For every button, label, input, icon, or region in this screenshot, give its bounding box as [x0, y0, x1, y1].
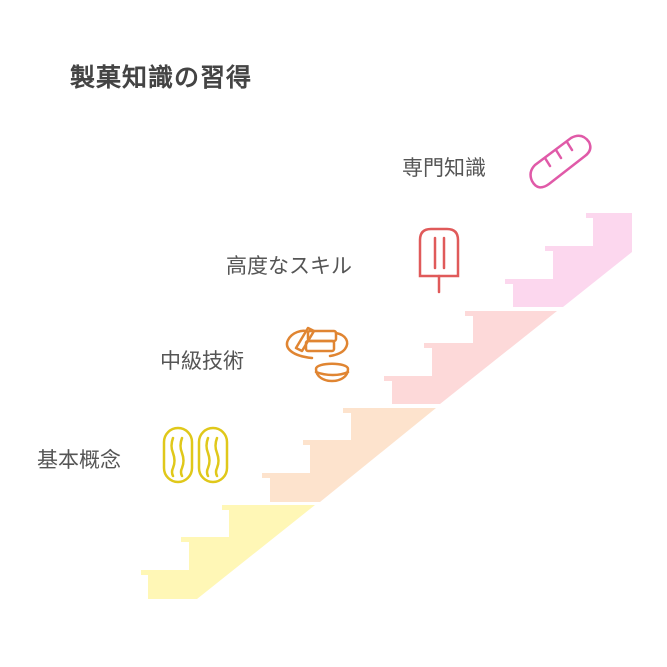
cake-and-bowl-icon [285, 326, 350, 383]
level-label-basic: 基本概念 [37, 448, 121, 472]
level-label-intermediate: 中級技術 [160, 349, 244, 373]
stair-segment-expert [505, 213, 632, 307]
baguette-icon [529, 134, 592, 189]
popsicle-icon [418, 227, 460, 294]
stair-segment-basic [141, 505, 315, 599]
diagram-title: 製菓知識の習得 [70, 63, 253, 92]
stair-segment-advanced [384, 311, 557, 404]
level-label-advanced: 高度なスキル [226, 254, 352, 278]
stair-segment-intermediate [262, 408, 436, 502]
eclair-pair-icon [162, 426, 229, 484]
level-label-expert: 専門知識 [402, 156, 486, 180]
